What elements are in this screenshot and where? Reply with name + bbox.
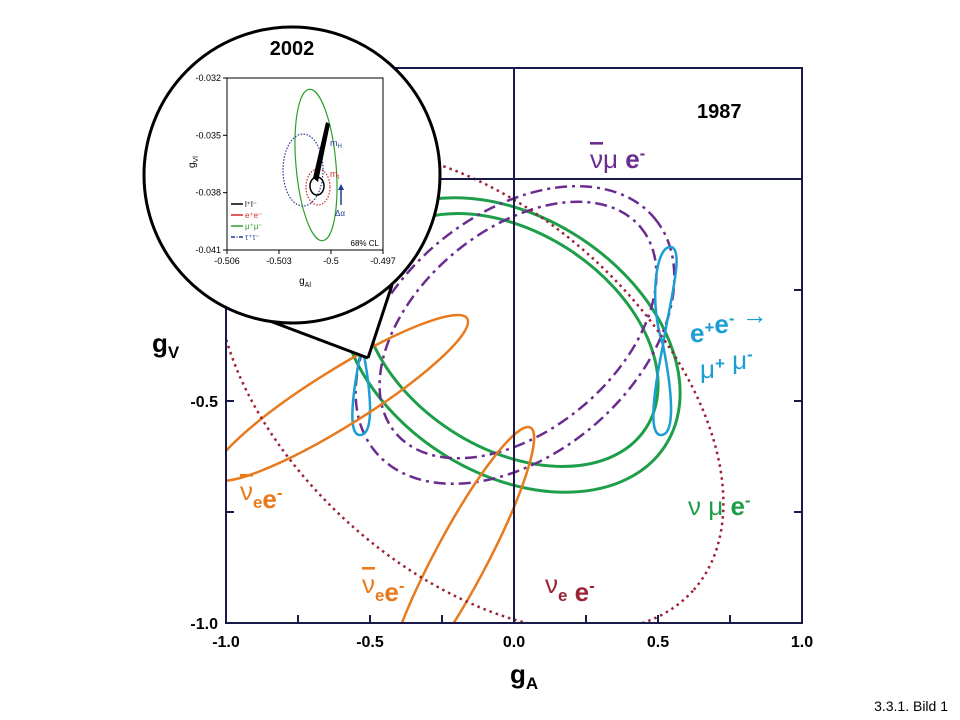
x-tick-label: 0.5: [647, 634, 669, 651]
inset-sm-band: [313, 122, 330, 182]
inset-cl-label: 68% CL: [351, 239, 380, 248]
inset-year-title: 2002: [270, 38, 315, 60]
y-tick-label: -1.0: [190, 616, 218, 633]
inset-x-tick-label: -0.497: [370, 256, 396, 266]
inset-x-tick-label: -0.506: [214, 256, 240, 266]
inset-series-mumu: [294, 88, 338, 242]
inset-y-tick-label: -0.041: [195, 245, 221, 255]
inset-x-tick-label: -0.503: [266, 256, 292, 266]
series-nu-e-bar-e-upper: [226, 313, 470, 483]
inset-legend-label: μ⁺μ⁻: [245, 222, 263, 231]
annotation-nue: νe e-: [545, 569, 595, 607]
series-nu-mu-bar-e-outer: [354, 184, 676, 486]
x-tick-label: 0.0: [503, 634, 525, 651]
inset-series-ee: [305, 168, 331, 206]
inset-y-tick-label: -0.032: [195, 73, 221, 83]
annotation-numu: ν μ e-: [688, 491, 751, 521]
x-axis-label: gA: [510, 659, 538, 693]
inset-legend-label: e⁺e⁻: [245, 211, 262, 220]
series-ee-mumu-right: [652, 245, 678, 437]
inset-mass-label-t: mt: [330, 169, 340, 181]
inset-alpha-label: Δα: [335, 209, 345, 218]
y-axis-label: gV: [152, 328, 180, 362]
inset-legend-label: τ⁺τ⁻: [245, 233, 260, 242]
inset-x-tick-label: -0.5: [323, 256, 339, 266]
series-nu-mu-bar-e-inner: [378, 200, 658, 460]
series-nu-e-bar-e-lower: [384, 425, 536, 623]
inset-frame: [226, 77, 384, 251]
inset-mass-label-h: mH: [330, 138, 342, 150]
inset-y-tick-label: -0.035: [195, 130, 221, 140]
x-tick-label: -1.0: [212, 634, 240, 651]
inset-circle: [142, 25, 442, 325]
annotation-nue-bar-left: νee-: [240, 476, 283, 514]
annotation-nue-bar-bottom: νee-: [362, 569, 405, 607]
inset-connector-line: [366, 284, 394, 359]
main-year-title: 1987: [697, 101, 742, 123]
annotation-ee-mumu-2: μ+ μ-: [700, 345, 753, 384]
x-tick-label: 1.0: [791, 634, 813, 651]
series-nu-e-e: [226, 147, 725, 623]
annotation-ee-mumu-1: e+e- →: [690, 300, 768, 348]
inset-alpha-arrowhead: [338, 184, 344, 190]
inset-legend-label: l⁺l⁻: [245, 200, 257, 209]
y-tick-label: -0.5: [190, 394, 218, 411]
slide-caption: 3.3.1. Bild 1: [874, 698, 948, 714]
inset-y-tick-label: -0.038: [195, 188, 221, 198]
annotation-numu-bar: νμ e-: [590, 144, 645, 174]
inset-zoom: 2002 -0.506 -0.503 -0.5 -0.497 -0.032 -0.035 -0…: [142, 25, 442, 360]
x-tick-label: -0.5: [356, 634, 384, 651]
